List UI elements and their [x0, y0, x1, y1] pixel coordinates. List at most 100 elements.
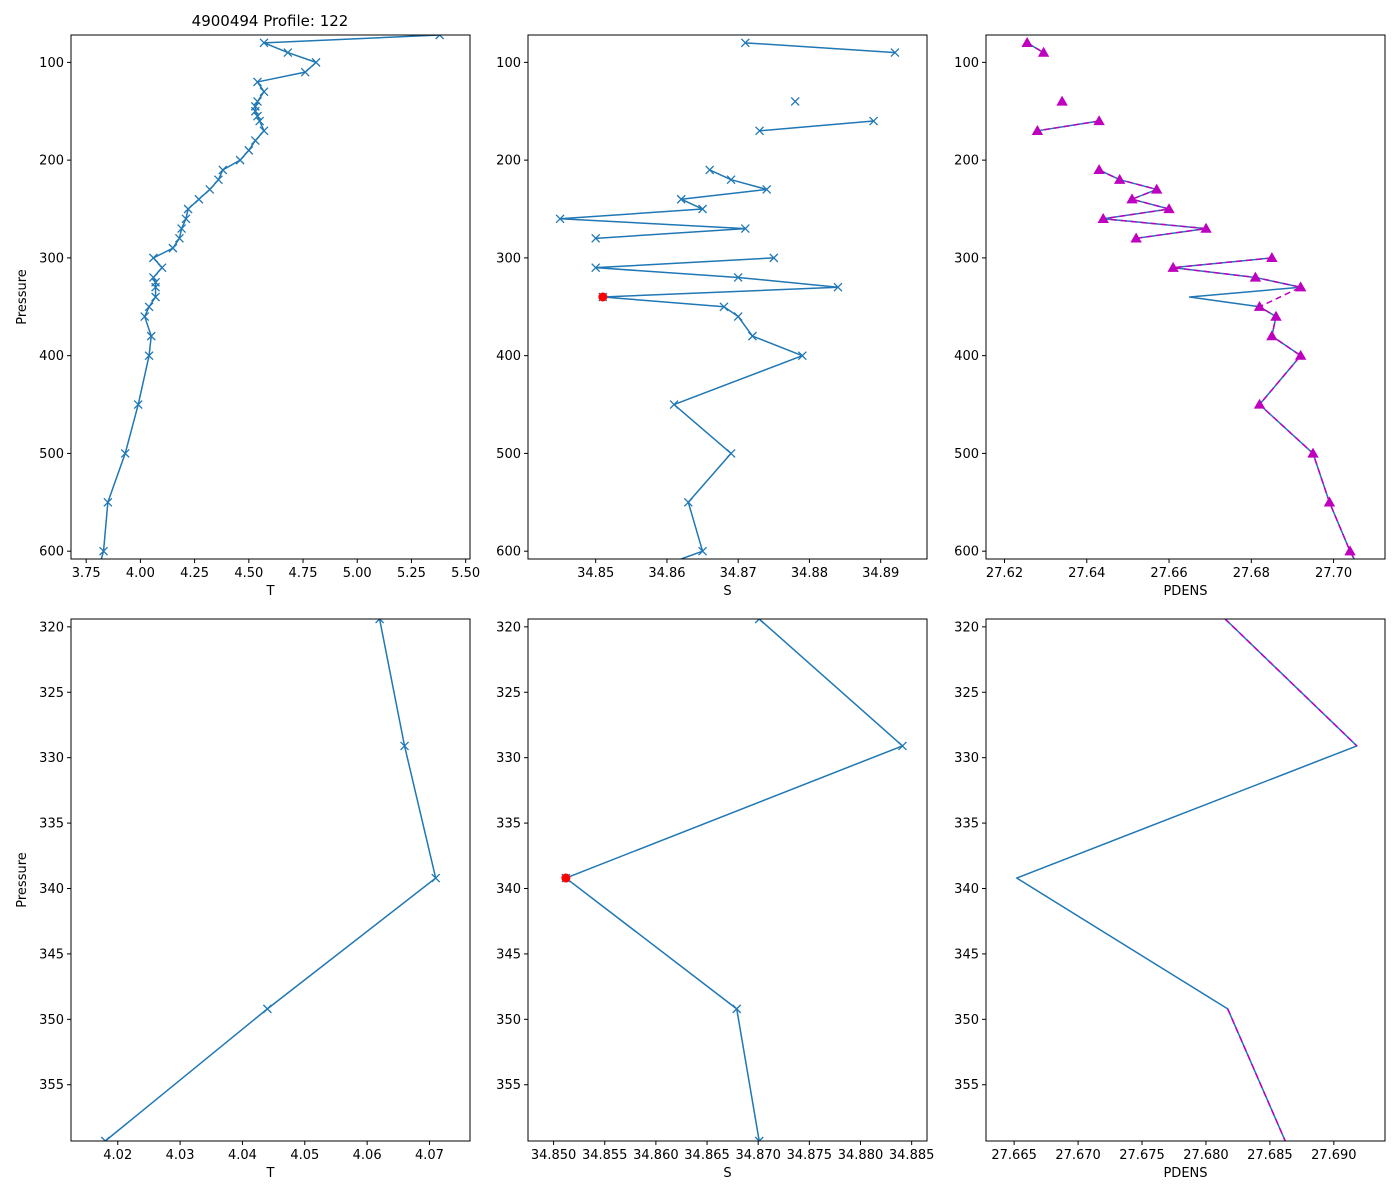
data-point-marker	[1056, 95, 1068, 106]
x-axis-label: PDENS	[1163, 584, 1207, 599]
y-tick-label: 355	[954, 1078, 979, 1093]
y-tick-label: 300	[954, 251, 979, 266]
x-tick-label: 34.88	[791, 566, 828, 581]
axes-frame	[985, 34, 1386, 560]
y-tick-label: 400	[39, 349, 64, 364]
y-tick-label: 340	[39, 882, 64, 897]
chart-bottom-temperature: 4.02 4.03 4.04 4.05 4.06 4.07 320 325 330 335 340 3…	[15, 618, 471, 1181]
data-point-marker	[591, 233, 601, 243]
y-tick-label: 300	[496, 251, 521, 266]
data-point-marker	[833, 282, 843, 292]
figure-title: 4900494 Profile: 122	[192, 12, 349, 30]
data-point-marker	[719, 302, 729, 312]
y-axis-label: Pressure	[15, 269, 30, 325]
y-tick-label: 600	[496, 545, 521, 560]
data-point-marker	[1294, 349, 1307, 360]
series-line-T	[100, 35, 440, 559]
y-tick-label: 325	[954, 686, 979, 701]
data-point-marker	[205, 185, 215, 194]
x-axis-label: T	[266, 1166, 275, 1181]
series-line-segment-2	[759, 120, 874, 132]
data-point-marker	[1093, 164, 1105, 175]
y-tick-label: 355	[496, 1078, 521, 1093]
data-point-marker	[747, 331, 757, 341]
axes-frame	[527, 618, 928, 1142]
series-line-segment-0	[745, 42, 895, 54]
y-tick-label: 355	[39, 1078, 64, 1093]
data-point-marker	[144, 351, 154, 361]
plot-area	[561, 619, 907, 1141]
data-point-marker	[400, 741, 409, 751]
data-point-marker	[148, 253, 158, 263]
x-tick-label: 4.03	[166, 1148, 195, 1163]
x-tick-label: 27.64	[1068, 566, 1105, 581]
data-point-marker	[1200, 222, 1212, 233]
data-point-marker	[431, 873, 441, 883]
data-point-marker	[103, 497, 113, 507]
data-point-marker	[1294, 281, 1307, 292]
data-point-marker	[769, 253, 779, 263]
y-tick-label: 300	[39, 251, 64, 266]
x-tick-label: 4.05	[290, 1148, 319, 1163]
data-point-marker	[698, 204, 708, 214]
data-point-marker	[797, 351, 807, 361]
plot-area	[99, 35, 445, 559]
data-point-marker	[283, 48, 293, 58]
plot-area	[100, 619, 441, 1141]
data-point-marker	[174, 233, 184, 243]
y-tick-label: 335	[496, 817, 521, 832]
data-point-marker	[168, 243, 178, 253]
x-tick-label: 4.75	[289, 566, 318, 581]
x-tick-label: 5.00	[343, 566, 372, 581]
y-tick-label: 345	[496, 947, 521, 962]
plot-area	[555, 38, 900, 559]
y-tick-label: 345	[954, 947, 979, 962]
data-point-marker	[740, 224, 750, 234]
x-tick-label: 4.50	[234, 566, 263, 581]
data-point-marker	[790, 97, 800, 106]
data-point-marker	[1037, 46, 1050, 57]
data-point-marker	[732, 1004, 742, 1014]
y-tick-label: 200	[39, 154, 64, 169]
y-tick-label: 320	[954, 620, 979, 635]
data-point-marker	[148, 272, 158, 282]
data-point-marker	[754, 1136, 764, 1141]
highlight-point	[598, 292, 608, 302]
y-tick-label: 500	[496, 447, 521, 462]
x-tick-label: 5.50	[451, 566, 480, 581]
data-point-marker	[1266, 330, 1278, 341]
data-point-marker	[591, 263, 601, 273]
x-tick-label: 4.02	[103, 1148, 132, 1163]
plot-area	[1021, 37, 1356, 559]
y-tick-label: 400	[954, 349, 979, 364]
y-tick-label: 200	[954, 154, 979, 169]
x-tick-label: 27.675	[1119, 1148, 1165, 1163]
y-tick-label: 345	[39, 947, 64, 962]
data-point-marker	[698, 546, 708, 556]
axes-frame	[527, 34, 928, 560]
data-point-marker	[253, 77, 262, 87]
data-point-marker	[151, 282, 161, 292]
data-point-marker	[676, 194, 686, 204]
data-point-marker	[1253, 398, 1266, 409]
axes-frame	[70, 34, 471, 560]
data-point-marker	[183, 204, 193, 214]
y-tick-label: 325	[496, 686, 521, 701]
data-point-marker	[133, 400, 143, 409]
data-point-marker	[869, 116, 879, 126]
chart-bottom-salinity: 34.850 34.855 34.860 34.865 34.870 34.875 34.8…	[496, 618, 934, 1181]
x-tick-label: 34.86	[648, 566, 685, 581]
data-point-marker	[762, 185, 772, 194]
data-point-marker	[1093, 115, 1105, 126]
data-point-marker	[1270, 310, 1282, 321]
data-point-marker	[253, 97, 262, 106]
data-point-marker	[259, 38, 269, 48]
overlay-dashed-segment-1	[1227, 1008, 1286, 1141]
x-tick-label: 34.850	[531, 1148, 577, 1163]
data-point-marker	[244, 145, 254, 155]
data-point-marker	[311, 57, 321, 67]
y-tick-label: 600	[39, 545, 64, 560]
x-tick-label: 34.855	[582, 1148, 628, 1163]
y-tick-label: 330	[496, 751, 521, 766]
